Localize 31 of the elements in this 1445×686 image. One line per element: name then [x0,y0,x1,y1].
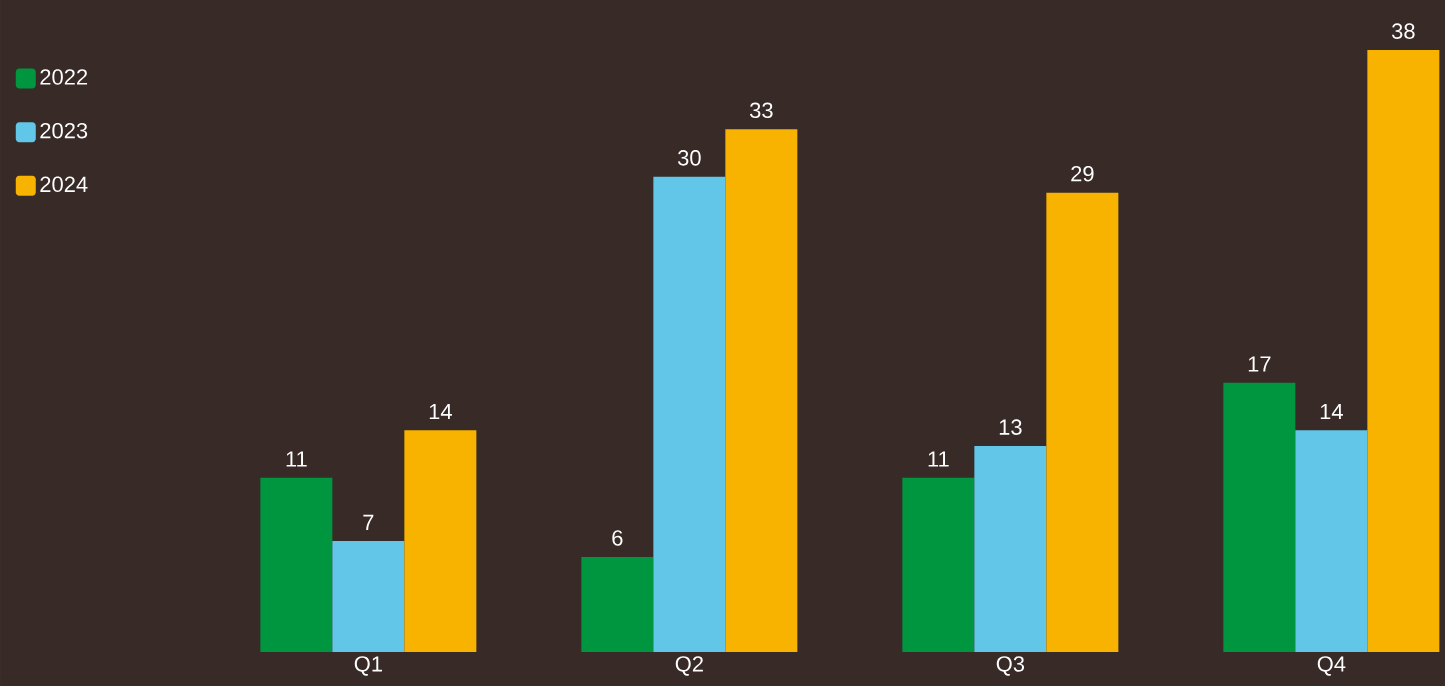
bar [1046,192,1119,652]
legend-label: 2023 [40,122,88,139]
x-tick-label: Q4 [1317,656,1346,676]
x-tick-label: Q3 [996,656,1025,676]
bar [725,129,798,652]
legend-label: 2022 [40,69,88,85]
x-tick-label: Q2 [675,656,703,676]
bar [332,541,405,652]
bar [260,477,333,652]
bar [653,176,726,652]
data-label: 38 [1391,23,1415,39]
data-label: 29 [1071,165,1094,182]
x-tick-label: Q1 [354,656,382,676]
data-label: 14 [1320,403,1343,420]
data-label: 14 [429,403,452,420]
data-label: 13 [999,419,1022,435]
bar [404,430,477,652]
data-label: 11 [928,451,949,467]
bar [1223,382,1296,652]
legend-label: 2024 [40,176,88,193]
bar [581,556,654,652]
bar [902,477,975,652]
data-label: 17 [1248,356,1271,372]
data-label: 7 [363,514,374,530]
data-label: 33 [749,102,773,119]
data-label: 11 [286,451,307,467]
data-label: 30 [677,150,701,166]
bar [974,446,1047,652]
data-label: 6 [612,530,623,546]
bar [1367,50,1440,652]
bar [1295,430,1368,652]
